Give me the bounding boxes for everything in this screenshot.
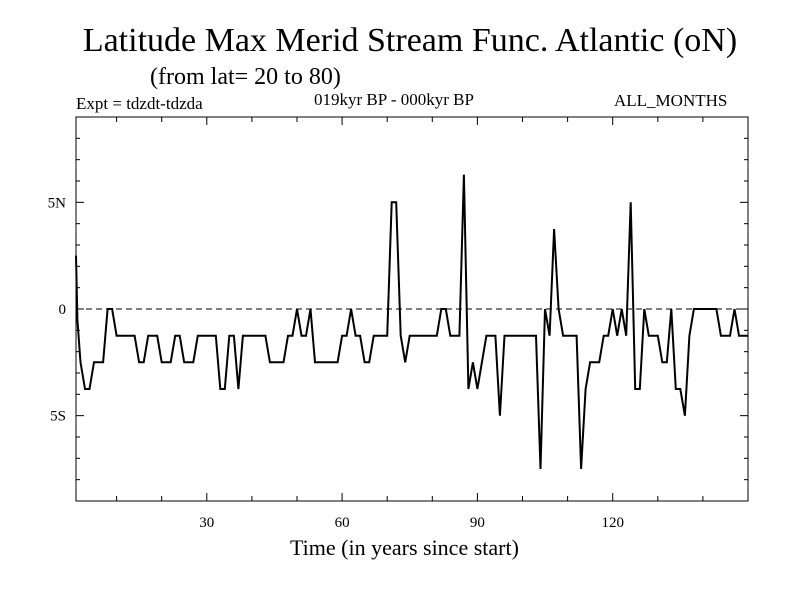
- y-tick-label: 0: [59, 302, 67, 318]
- chart-title: Latitude Max Merid Stream Func. Atlantic…: [82, 22, 738, 59]
- y-tick-label: 5S: [50, 409, 66, 425]
- x-axis-label: Time (in years since start): [290, 535, 519, 560]
- x-tick-label: 30: [199, 515, 214, 531]
- chart-subtitle: (from lat= 20 to 80): [150, 64, 341, 90]
- period-label: 019kyr BP - 000kyr BP: [314, 90, 474, 109]
- x-tick-label: 120: [601, 515, 624, 531]
- series-line: [75, 174, 748, 470]
- experiment-label: Expt = tdzdt-tdzda: [76, 94, 203, 113]
- months-label: ALL_MONTHS: [614, 91, 728, 110]
- y-tick-label: 5N: [48, 195, 67, 211]
- x-tick-label: 60: [335, 515, 350, 531]
- x-tick-label: 90: [470, 515, 485, 531]
